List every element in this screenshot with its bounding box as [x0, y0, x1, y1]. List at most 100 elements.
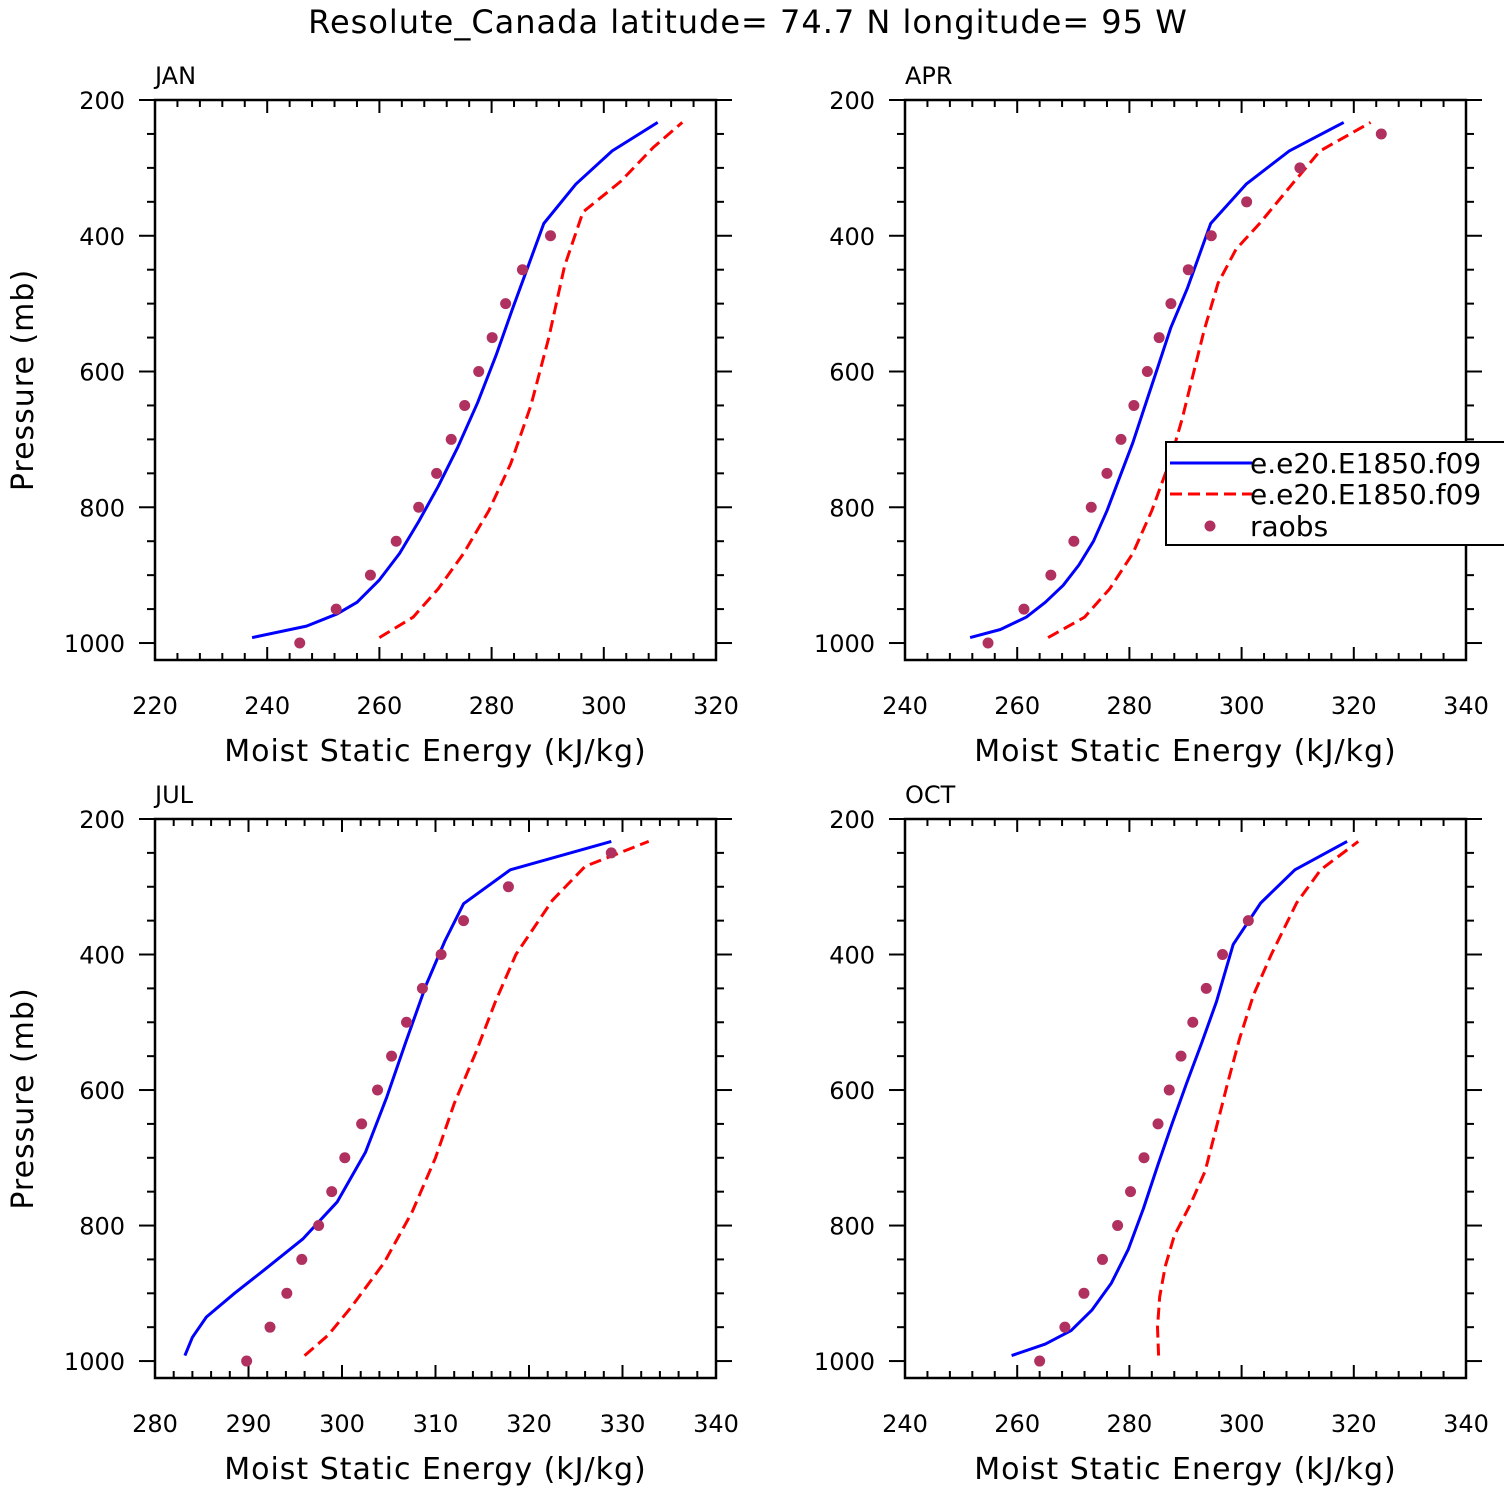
raobs-point [435, 949, 447, 961]
x-tick-label: 310 [413, 1410, 459, 1438]
y-tick-label: 600 [79, 1077, 125, 1105]
x-axis-label: Moist Static Energy (kJ/kg) [224, 734, 647, 769]
panel-apr: APR 240 260 280 300 320 340 200 400 600 800 1000 Moi… [814, 62, 1489, 769]
legend-label: raobs [1250, 510, 1328, 543]
y-tick-label: 400 [829, 223, 875, 251]
raobs-point [1175, 1050, 1187, 1062]
x-tick-label: 280 [132, 1410, 178, 1438]
raobs-point [386, 1050, 398, 1062]
raobs-point [1241, 196, 1253, 208]
series-line-dashed [1156, 840, 1360, 1356]
raobs-point [445, 433, 457, 445]
x-tick-label: 240 [882, 692, 928, 720]
raobs-point [1128, 399, 1140, 411]
raobs-point [1068, 535, 1080, 547]
raobs-point [473, 366, 485, 378]
x-tick-label: 340 [1443, 692, 1489, 720]
raobs-point [1187, 1016, 1199, 1028]
raobs-point [1242, 915, 1254, 927]
series-line-solid [1011, 840, 1348, 1358]
y-tick-label: 400 [829, 942, 875, 970]
legend-symbol-raobs [1204, 520, 1216, 532]
raobs-point [1101, 467, 1113, 479]
legend-label: e.e20.E1850.f09 [1250, 478, 1481, 511]
panel-title: OCT [905, 781, 956, 809]
y-tick-label: 800 [829, 494, 875, 522]
x-tick-label: 330 [600, 1410, 646, 1438]
series-line-solid [969, 121, 1345, 640]
x-tick-label: 260 [356, 692, 402, 720]
raobs-point [1375, 128, 1387, 140]
raobs-point [545, 230, 557, 242]
x-tick-label: 320 [1331, 692, 1377, 720]
x-tick-label: 340 [1443, 1410, 1489, 1438]
figure-title: Resolute_Canada latitude= 74.7 N longitu… [308, 3, 1188, 41]
x-tick-label: 340 [693, 1410, 739, 1438]
x-tick-label: 280 [1106, 692, 1152, 720]
x-tick-label: 260 [994, 1410, 1040, 1438]
raobs-point [313, 1220, 325, 1232]
panels: JAN 220 240 260 280 300 320 200 400 600 800 1000 Moi… [6, 62, 1489, 1487]
raobs-point [416, 982, 428, 994]
legend-label: e.e20.E1850.f09 [1250, 447, 1481, 480]
raobs-point [1045, 569, 1057, 581]
raobs-point [1085, 501, 1097, 513]
raobs-point [356, 1118, 368, 1130]
panel-oct: OCT 240 260 280 300 320 340 200 400 600 800 1000 Moi… [814, 781, 1489, 1487]
raobs-point [431, 467, 443, 479]
plot-frame [153, 817, 718, 1380]
y-tick-label: 200 [79, 87, 125, 115]
raobs-point [281, 1287, 293, 1299]
x-tick-label: 300 [1219, 692, 1265, 720]
raobs-point [1112, 1220, 1124, 1232]
series-line-solid [251, 121, 659, 640]
raobs-point [1125, 1186, 1137, 1198]
y-tick-label: 600 [79, 359, 125, 387]
x-axis-label: Moist Static Energy (kJ/kg) [224, 1452, 647, 1487]
raobs-point [1152, 1118, 1164, 1130]
x-tick-label: 320 [693, 692, 739, 720]
raobs-point [1200, 982, 1212, 994]
panel-title: APR [905, 62, 953, 90]
y-tick-label: 800 [79, 1213, 125, 1241]
panel-title: JAN [153, 62, 196, 90]
raobs-point [458, 915, 470, 927]
raobs-point [1115, 433, 1127, 445]
x-tick-label: 240 [882, 1410, 928, 1438]
raobs-point [1205, 230, 1217, 242]
raobs-point [241, 1355, 253, 1367]
raobs-point [364, 569, 376, 581]
y-tick-label: 1000 [64, 630, 125, 658]
raobs-point [372, 1084, 384, 1096]
x-tick-label: 290 [226, 1410, 272, 1438]
raobs-point [1138, 1152, 1150, 1164]
x-tick-label: 220 [132, 692, 178, 720]
raobs-point [330, 603, 342, 615]
x-tick-label: 300 [581, 692, 627, 720]
raobs-point [1163, 1084, 1175, 1096]
raobs-point [1141, 366, 1153, 378]
raobs-point [982, 637, 994, 649]
raobs-point [339, 1152, 351, 1164]
y-axis-label: Pressure (mb) [6, 987, 41, 1209]
panel-title: JUL [153, 781, 194, 809]
series-line-dashed [303, 840, 650, 1357]
y-tick-label: 600 [829, 1077, 875, 1105]
raobs-point [1153, 332, 1165, 344]
x-tick-label: 300 [1219, 1410, 1265, 1438]
y-tick-label: 200 [79, 806, 125, 834]
raobs-point [326, 1186, 338, 1198]
raobs-point [500, 298, 512, 310]
y-tick-label: 200 [829, 87, 875, 115]
x-tick-label: 300 [319, 1410, 365, 1438]
y-tick-label: 400 [79, 223, 125, 251]
y-tick-label: 1000 [64, 1348, 125, 1376]
raobs-point [1034, 1355, 1046, 1367]
y-tick-label: 1000 [814, 1348, 875, 1376]
raobs-point [516, 264, 528, 276]
series-line-dashed [1047, 121, 1372, 639]
y-tick-label: 800 [829, 1213, 875, 1241]
plot-frame [903, 98, 1468, 662]
